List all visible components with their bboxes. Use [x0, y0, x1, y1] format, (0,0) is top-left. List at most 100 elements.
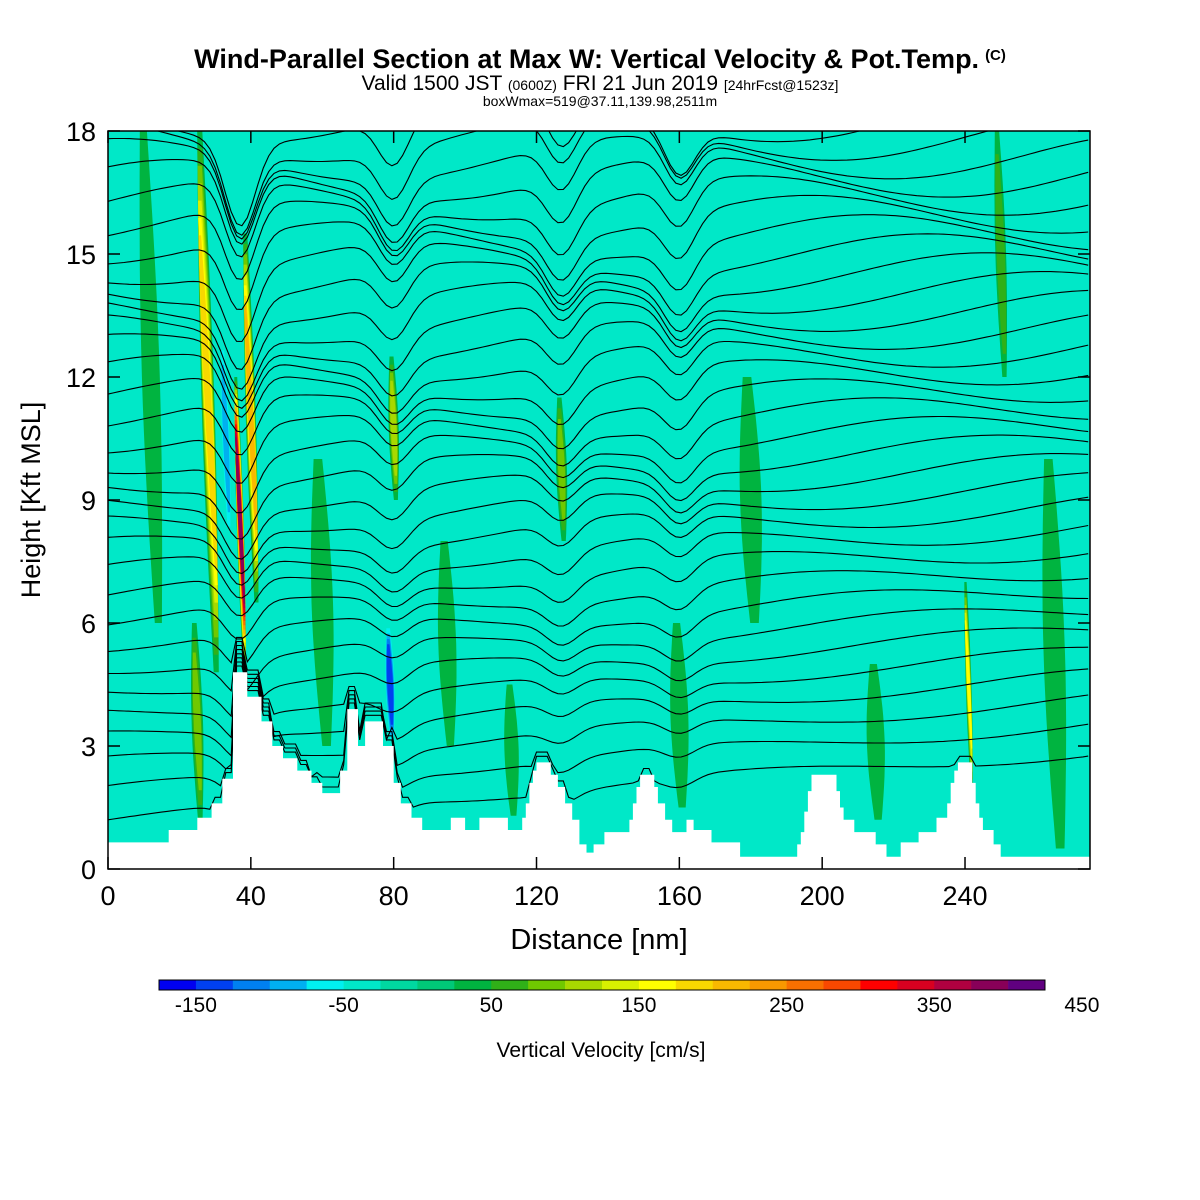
theta-contour-11: [108, 496, 1089, 586]
box-info-line: boxWmax=519@37.11,139.98,2511m: [482, 93, 718, 109]
x-tick-label-2: 80: [379, 881, 409, 911]
w-region-23-0: [504, 684, 519, 816]
y-axis: 0 3 6 9 12 15 18: [66, 117, 1090, 885]
theta-contour-18: [108, 359, 1089, 433]
copyright-tag: (C): [985, 47, 1006, 64]
y-tick-label-4: 12: [66, 363, 96, 393]
y-tick-label-3: 9: [81, 486, 96, 516]
colorbar-swatch-6: [380, 980, 418, 990]
colorbar-swatch-19: [860, 980, 898, 990]
colorbar-swatch-5: [343, 980, 381, 990]
x-tick-label-3: 120: [514, 881, 559, 911]
theta-contour-15: [108, 415, 1089, 514]
colorbar-swatch-7: [417, 980, 455, 990]
w-region-8-0: [281, 541, 293, 644]
colorbar-swatch-12: [602, 980, 640, 990]
colorbar-frame: [158, 979, 1046, 991]
theta-contour-14: [108, 434, 1089, 540]
w-region-10-0: [549, 561, 560, 623]
colorbar-swatch-15: [712, 980, 750, 990]
theta-contour-3: [108, 653, 1089, 758]
theta-contour-28: [108, 157, 1089, 245]
colorbar-tick-label-1: -50: [328, 994, 358, 1017]
theta-contour-30: [155, 131, 991, 236]
colorbar-swatch-17: [786, 980, 824, 990]
x-tick-label-0: 0: [100, 881, 115, 911]
w-region-16-0: [739, 377, 762, 623]
w-region-5-3: [390, 380, 398, 476]
colorbar-swatch-10: [528, 980, 566, 990]
colorbar-tick-label-3: 150: [621, 994, 656, 1017]
colorbar-tick-label-4: 250: [769, 994, 804, 1017]
colorbar-swatch-0: [159, 980, 197, 990]
colorbar-swatch-23: [1008, 980, 1046, 990]
valid-utc: (0600Z): [507, 77, 557, 93]
theta-contour-31: [176, 131, 862, 227]
y-axis-label: Height [Kft MSL]: [16, 402, 46, 599]
w-region-0-6: [198, 235, 218, 568]
y-tick-label-5: 15: [66, 240, 96, 270]
w-region-14-0: [596, 131, 620, 459]
theta-contour-21: [108, 289, 1089, 402]
colorbar-swatch-13: [638, 980, 677, 990]
theta-contour-23: [108, 252, 1089, 370]
colorbar-swatch-20: [897, 980, 935, 990]
theta-contour-17: [108, 378, 1089, 456]
forecast-info: [24hrFcst@1523z]: [723, 77, 839, 93]
colorbar-swatch-8: [454, 980, 492, 990]
valid-prefix: Valid 1500 JST: [361, 72, 503, 95]
x-tick-label-5: 200: [800, 881, 845, 911]
plot-area: [107, 130, 1091, 870]
w-region-6-4: [386, 644, 394, 725]
y-tick-label-1: 3: [81, 732, 96, 762]
colorbar-swatch-22: [971, 980, 1009, 990]
theta-contour-29: [108, 135, 1089, 240]
terrain-profile: [108, 672, 1090, 869]
w-region-19-0: [866, 664, 885, 820]
colorbar-swatch-3: [269, 980, 307, 990]
colorbar-tick-label-2: 50: [480, 994, 503, 1017]
x-tick-label-4: 160: [657, 881, 702, 911]
theta-contour-9: [108, 551, 1089, 617]
theta-contour-8: [108, 570, 1089, 640]
colorbar-label: Vertical Velocity [cm/s]: [497, 1039, 706, 1062]
theta-contour-19: [108, 340, 1089, 418]
theta-contour-22: [108, 271, 1089, 390]
theta-contour-13: [108, 453, 1089, 560]
potential-temperature-contours: [108, 131, 1089, 821]
theta-contour-12: [108, 472, 1089, 575]
w-region-9-2: [557, 419, 566, 520]
colorbar-swatch-9: [491, 980, 529, 990]
colorbar: -150 -50 50 150 250 350 450: [158, 979, 1099, 1017]
theta-contour-16: [108, 397, 1089, 484]
w-region-4-2: [192, 652, 202, 791]
theta-contour-4: [108, 646, 1089, 739]
x-tick-label-6: 240: [942, 881, 987, 911]
theta-contour-24: [108, 233, 1089, 343]
w-region-1-14: [235, 437, 246, 604]
y-tick-label-6: 18: [66, 117, 96, 147]
chart-title: Wind-Parallel Section at Max W: Vertical…: [0, 44, 1200, 75]
theta-contour-6: [108, 608, 1089, 693]
theta-contour-20: [108, 314, 1089, 409]
valid-time-line: Valid 1500 JST (0600Z) FRI 21 Jun 2019 […: [0, 72, 1200, 96]
valid-date: FRI 21 Jun 2019: [562, 72, 718, 95]
colorbar-tick-label-0: -150: [175, 994, 217, 1017]
colorbar-swatch-16: [749, 980, 787, 990]
y-tick-label-2: 6: [81, 609, 96, 639]
theta-contour-25: [108, 214, 1089, 310]
x-axis: 0 40 80 120 160 200 240: [100, 131, 988, 911]
theta-contour-27: [108, 175, 1089, 258]
colorbar-swatch-2: [232, 980, 271, 990]
w-region-22-0: [811, 131, 834, 377]
colorbar-swatch-1: [195, 980, 234, 990]
colorbar-swatch-18: [823, 980, 861, 990]
theta-contour-7: [108, 589, 1089, 664]
colorbar-swatch-11: [565, 980, 603, 990]
theta-contour-10: [108, 524, 1089, 599]
theta-contour-26: [108, 194, 1089, 281]
colorbar-swatch-4: [306, 980, 344, 990]
x-axis-label: Distance [nm]: [510, 924, 687, 956]
